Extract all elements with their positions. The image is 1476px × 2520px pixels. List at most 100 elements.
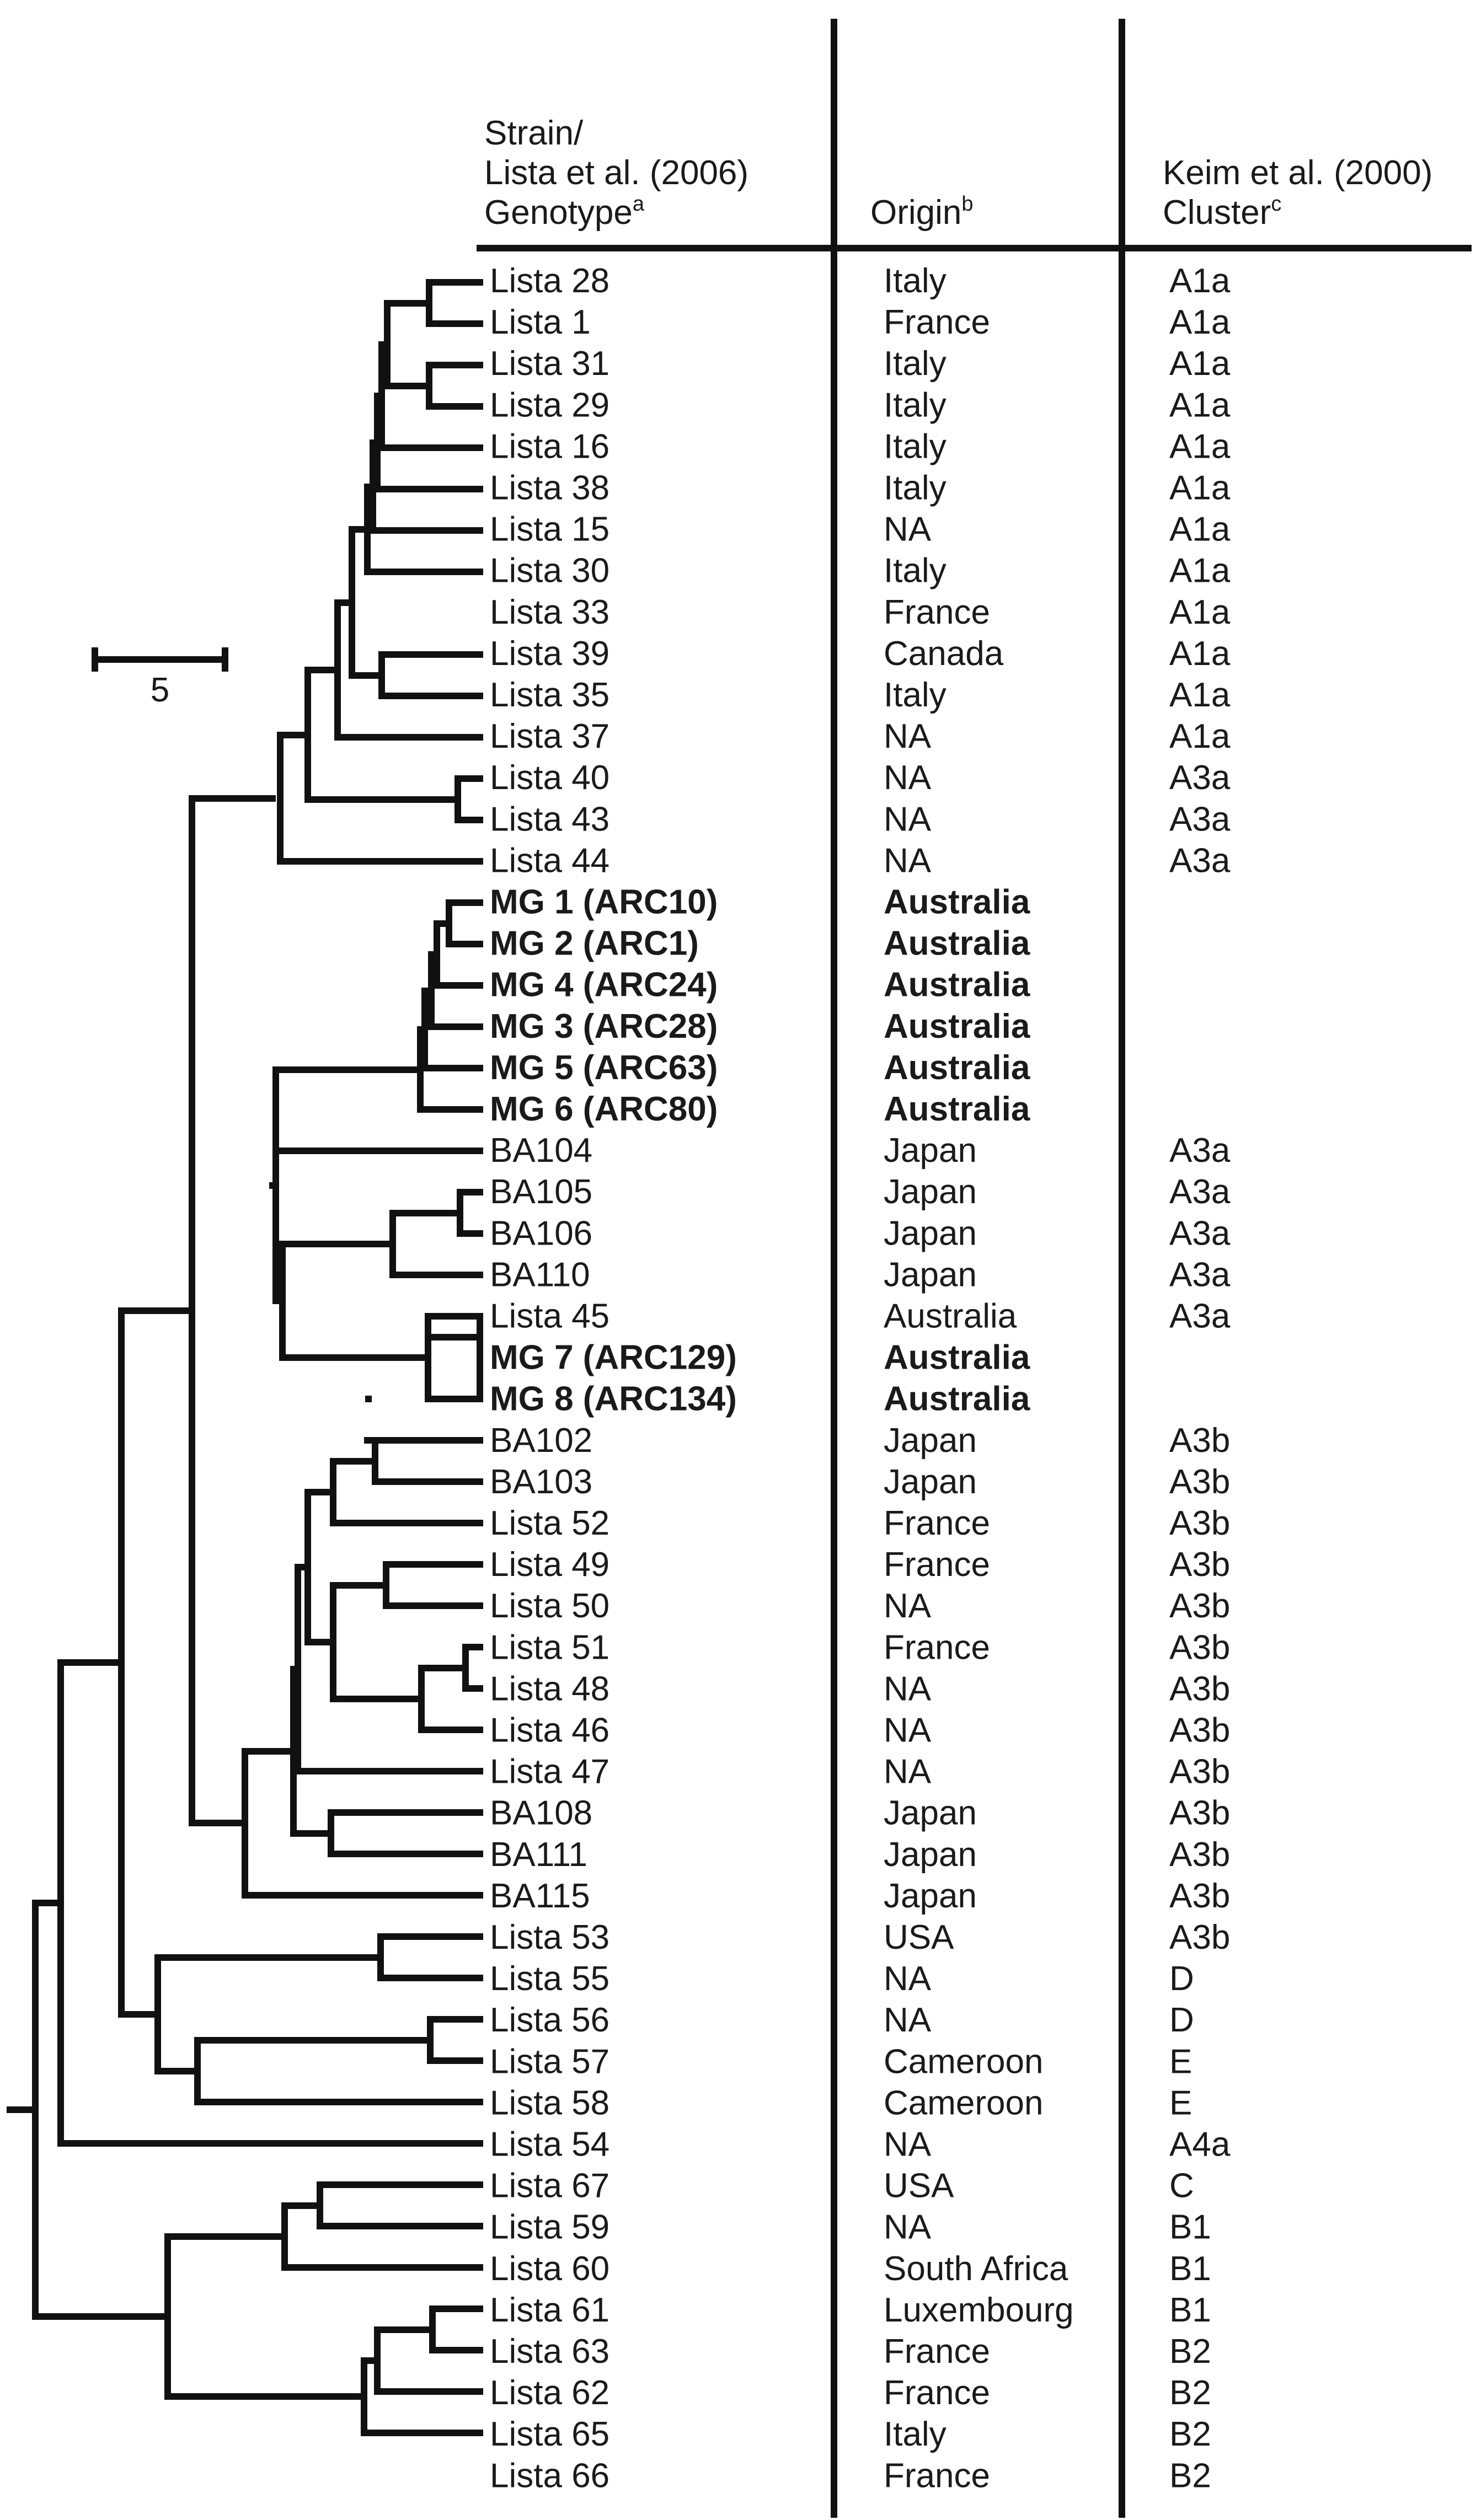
row-origin-20: Australia — [884, 1090, 1030, 1128]
row-strain-43: Lista 57 — [490, 2042, 609, 2081]
row-origin-39: Japan — [884, 1877, 977, 1915]
row-strain-23: BA106 — [490, 1214, 592, 1252]
row-strain-1: Lista 1 — [490, 303, 591, 341]
row-cluster-47: B1 — [1169, 2208, 1211, 2246]
dendrogram-branches — [7, 279, 483, 2436]
row-strain-51: Lista 62 — [490, 2374, 609, 2412]
row-origin-2: Italy — [884, 345, 946, 383]
row-cluster-40: A3b — [1169, 1918, 1230, 1956]
row-strain-16: MG 2 (ARC1) — [490, 925, 699, 963]
row-strain-22: BA105 — [490, 1173, 592, 1211]
row-strain-44: Lista 58 — [490, 2084, 609, 2122]
row-strain-26: MG 7 (ARC129) — [490, 1339, 737, 1377]
row-strain-49: Lista 61 — [490, 2291, 609, 2329]
row-origin-30: France — [884, 1504, 990, 1542]
header-cluster-line2: Clusterc — [1163, 192, 1281, 232]
row-origin-6: NA — [884, 511, 932, 549]
scale-bar: 5 — [92, 647, 228, 709]
header-strain-superscript: a — [633, 192, 645, 216]
row-origin-15: Australia — [884, 883, 1030, 921]
row-strain-20: MG 6 (ARC80) — [490, 1090, 718, 1128]
row-origin-27: Australia — [884, 1380, 1030, 1418]
table-header: Strain/ Lista et al. (2006) Genotypea Or… — [484, 114, 1432, 232]
row-cluster-42: D — [1169, 2001, 1194, 2039]
row-strain-29: BA103 — [490, 1463, 592, 1501]
row-strain-41: Lista 55 — [490, 1960, 609, 1998]
row-origin-10: Italy — [884, 676, 946, 714]
row-cluster-30: A3b — [1169, 1504, 1230, 1542]
row-cluster-36: A3b — [1169, 1753, 1230, 1791]
row-cluster-9: A1a — [1169, 635, 1231, 673]
row-cluster-6: A1a — [1169, 511, 1231, 549]
row-origin-25: Australia — [884, 1297, 1017, 1336]
row-cluster-2: A1a — [1169, 345, 1231, 383]
row-strain-37: BA108 — [490, 1794, 592, 1832]
row-origin-24: Japan — [884, 1256, 977, 1294]
row-strain-2: Lista 31 — [490, 345, 609, 383]
row-cluster-28: A3b — [1169, 1422, 1230, 1460]
row-origin-1: France — [884, 303, 990, 341]
row-origin-9: Canada — [884, 635, 1004, 673]
row-origin-36: NA — [884, 1753, 932, 1791]
row-strain-42: Lista 56 — [490, 2001, 609, 2039]
row-cluster-4: A1a — [1169, 427, 1231, 465]
row-strain-3: Lista 29 — [490, 386, 609, 424]
row-cluster-1: A1a — [1169, 303, 1231, 341]
row-strain-35: Lista 46 — [490, 1712, 609, 1750]
row-origin-19: Australia — [884, 1049, 1030, 1087]
row-origin-51: France — [884, 2374, 990, 2412]
row-strain-45: Lista 54 — [490, 2126, 609, 2164]
row-origin-34: NA — [884, 1670, 932, 1708]
row-origin-28: Japan — [884, 1422, 977, 1460]
row-origin-22: Japan — [884, 1173, 977, 1211]
row-strain-17: MG 4 (ARC24) — [490, 966, 718, 1004]
row-strain-32: Lista 50 — [490, 1587, 609, 1625]
row-strain-7: Lista 30 — [490, 552, 609, 590]
row-strain-24: BA110 — [490, 1256, 590, 1294]
row-strain-30: Lista 52 — [490, 1504, 609, 1542]
row-origin-16: Australia — [884, 925, 1030, 963]
row-origin-5: Italy — [884, 469, 946, 507]
row-origin-4: Italy — [884, 427, 946, 465]
row-origin-14: NA — [884, 841, 932, 880]
row-cluster-22: A3a — [1169, 1173, 1231, 1211]
row-strain-33: Lista 51 — [490, 1628, 609, 1666]
row-strain-46: Lista 67 — [490, 2167, 609, 2205]
header-strain-line2: Lista et al. (2006) — [484, 154, 748, 192]
row-origin-0: Italy — [884, 262, 946, 300]
row-strain-11: Lista 37 — [490, 717, 609, 755]
row-origin-13: NA — [884, 800, 932, 838]
row-origin-41: NA — [884, 1960, 932, 1998]
row-strain-40: Lista 53 — [490, 1918, 609, 1956]
row-origin-32: NA — [884, 1587, 932, 1625]
row-strain-31: Lista 49 — [490, 1546, 609, 1584]
row-strain-15: MG 1 (ARC10) — [490, 883, 718, 921]
row-cluster-13: A3a — [1169, 800, 1231, 838]
row-origin-11: NA — [884, 717, 932, 755]
row-cluster-38: A3b — [1169, 1836, 1230, 1874]
row-origin-23: Japan — [884, 1214, 977, 1252]
row-strain-47: Lista 59 — [490, 2208, 609, 2246]
row-origin-21: Japan — [884, 1132, 977, 1170]
row-cluster-34: A3b — [1169, 1670, 1230, 1708]
row-strain-50: Lista 63 — [490, 2333, 609, 2371]
row-origin-3: Italy — [884, 386, 946, 424]
header-origin: Originb — [870, 192, 974, 232]
row-origin-47: NA — [884, 2208, 932, 2246]
row-strain-28: BA102 — [490, 1422, 592, 1460]
row-cluster-31: A3b — [1169, 1546, 1230, 1584]
row-cluster-41: D — [1169, 1960, 1194, 1998]
row-cluster-44: E — [1169, 2084, 1192, 2122]
row-cluster-49: B1 — [1169, 2291, 1211, 2329]
row-cluster-33: A3b — [1169, 1628, 1230, 1666]
row-cluster-48: B1 — [1169, 2250, 1211, 2288]
header-cluster-line1: Keim et al. (2000) — [1163, 154, 1432, 192]
row-origin-7: Italy — [884, 552, 946, 590]
row-cluster-10: A1a — [1169, 676, 1231, 714]
row-origin-40: USA — [884, 1918, 954, 1956]
row-cluster-52: B2 — [1169, 2415, 1211, 2453]
row-origin-12: NA — [884, 759, 932, 797]
row-origin-26: Australia — [884, 1339, 1030, 1377]
row-strain-9: Lista 39 — [490, 635, 609, 673]
